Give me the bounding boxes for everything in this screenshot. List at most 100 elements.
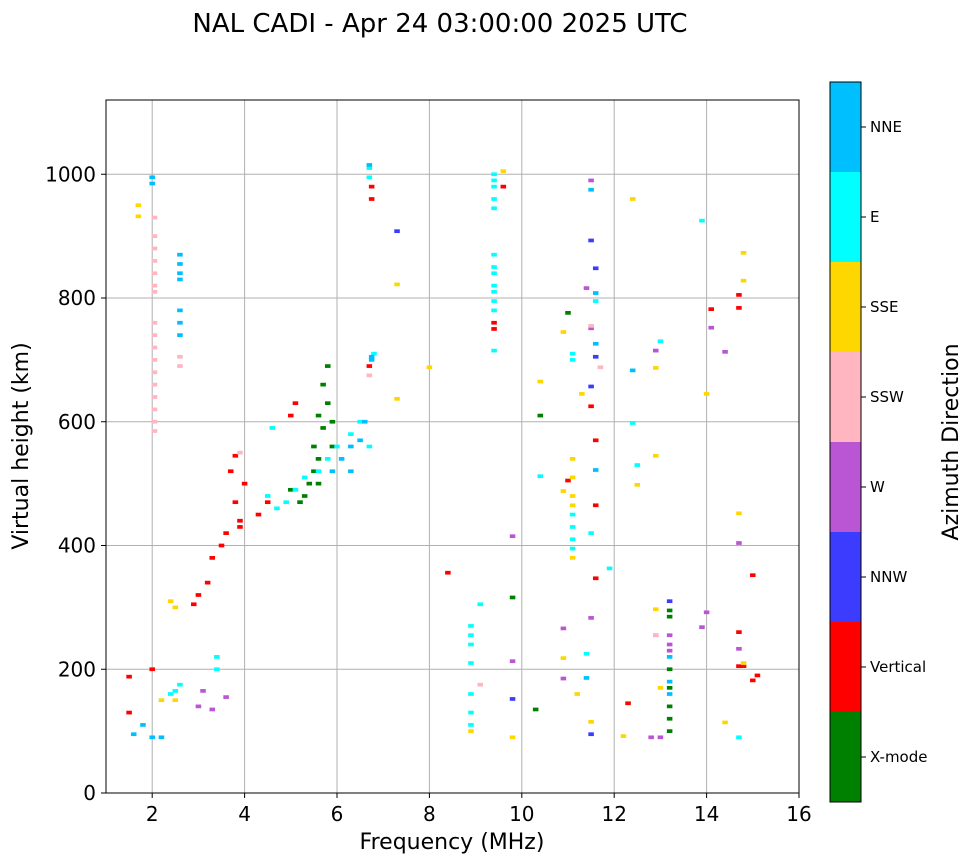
echo-point-nnw	[588, 732, 594, 737]
echo-point-e	[468, 642, 474, 647]
echo-point-w	[648, 735, 654, 740]
echo-point-e	[634, 463, 641, 467]
echo-point-w	[209, 707, 216, 712]
echo-point-e	[491, 252, 497, 257]
echo-point-e	[468, 661, 474, 665]
echo-point-e	[569, 512, 576, 517]
echo-point-ssw	[151, 215, 158, 220]
echo-point-e	[269, 426, 276, 430]
echo-point-e	[491, 206, 497, 211]
echo-point-sse	[158, 698, 165, 703]
echo-point-vertical	[241, 481, 248, 486]
echo-point-ssw	[151, 358, 158, 362]
echo-point-ssw	[151, 289, 158, 294]
y-tick-label: 800	[58, 286, 96, 310]
y-tick-label: 600	[58, 410, 96, 434]
echo-point-vertical	[366, 364, 373, 368]
echo-point-x-mode	[666, 614, 673, 619]
echo-point-x-mode	[666, 608, 673, 613]
echo-point-e	[468, 692, 474, 696]
echo-point-x-mode	[532, 707, 539, 712]
echo-point-vertical	[592, 576, 599, 581]
echo-point-e	[569, 358, 576, 362]
echo-point-sse	[500, 169, 507, 174]
echo-point-e	[583, 651, 590, 656]
colorbar-segment-nne	[830, 82, 861, 172]
y-axis: 0 200 400 600 800 1000	[45, 162, 106, 805]
echo-point-vertical	[191, 602, 197, 607]
echo-point-vertical	[565, 478, 571, 483]
echo-point-e	[491, 265, 497, 269]
echo-point-vertical	[292, 401, 299, 406]
echo-point-nne	[583, 676, 590, 680]
echo-point-nne	[177, 262, 183, 266]
echo-point-vertical	[227, 469, 234, 474]
echo-point-sse	[569, 475, 576, 480]
echo-point-ssw	[366, 373, 373, 378]
colorbar-label: NNW	[870, 568, 907, 586]
chart-title: NAL CADI - Apr 24 03:00:00 2025 UTC	[192, 9, 687, 39]
echo-point-x-mode	[666, 667, 673, 672]
data-marks	[126, 163, 761, 740]
echo-point-vertical	[195, 593, 202, 597]
colorbar-segment-sse	[830, 262, 861, 352]
echo-point-vertical	[126, 710, 132, 715]
echo-point-sse	[569, 494, 576, 498]
echo-point-sse	[560, 489, 567, 493]
echo-point-sse	[657, 685, 664, 690]
echo-point-vertical	[754, 673, 761, 678]
echo-point-vertical	[223, 531, 229, 535]
echo-point-nne	[158, 735, 165, 740]
echo-point-sse	[740, 250, 747, 255]
echo-point-w	[509, 659, 516, 664]
echo-point-vertical	[625, 701, 631, 706]
echo-point-nnw	[592, 266, 599, 271]
echo-point-e	[491, 348, 497, 353]
echo-point-nne	[368, 358, 375, 362]
echo-point-x-mode	[311, 444, 317, 449]
echo-point-vertical	[204, 580, 211, 585]
colorbar-segments	[830, 82, 861, 802]
echo-point-sse	[394, 282, 400, 287]
echo-point-w	[653, 348, 659, 353]
echo-point-ssw	[597, 365, 604, 370]
echo-point-ssw	[237, 450, 243, 455]
echo-point-w	[509, 534, 516, 539]
echo-point-sse	[579, 392, 585, 396]
echo-point-nne	[666, 692, 673, 696]
x-tick-label: 16	[786, 802, 811, 826]
echo-point-w	[708, 325, 714, 330]
echo-point-sse	[560, 656, 567, 660]
echo-point-ssw	[151, 370, 158, 375]
echo-point-e	[167, 692, 174, 696]
echo-point-sse	[736, 511, 742, 516]
echo-point-ssw	[151, 246, 158, 251]
echo-point-ssw	[151, 382, 158, 387]
y-tick-label: 400	[58, 534, 96, 558]
echo-point-nne	[361, 419, 368, 424]
echo-point-nnw	[509, 697, 516, 701]
echo-point-w	[583, 286, 590, 290]
echo-point-ssw	[151, 283, 158, 288]
echo-point-sse	[740, 278, 747, 283]
echo-point-x-mode	[311, 469, 317, 474]
echo-point-e	[371, 351, 377, 356]
echo-point-e	[491, 172, 497, 177]
echo-point-x-mode	[301, 494, 308, 498]
colorbar-label: E	[870, 208, 879, 226]
x-axis-label: Frequency (MHz)	[360, 830, 545, 855]
echo-point-nnw	[592, 354, 599, 359]
echo-point-e	[366, 166, 373, 170]
echo-point-x-mode	[666, 704, 673, 709]
colorbar: X-mode Vertical NNW W SSW SSE E NNE	[829, 81, 927, 803]
colorbar-label: W	[870, 478, 885, 496]
echo-point-ssw	[151, 345, 158, 350]
echo-point-w	[666, 648, 673, 653]
echo-point-sse	[722, 720, 728, 725]
echo-point-e	[606, 566, 613, 571]
colorbar-frame	[829, 81, 862, 803]
echo-point-e	[491, 271, 497, 276]
echo-point-vertical	[368, 197, 375, 201]
echo-point-vertical	[232, 500, 239, 505]
echo-point-nne	[666, 679, 673, 684]
